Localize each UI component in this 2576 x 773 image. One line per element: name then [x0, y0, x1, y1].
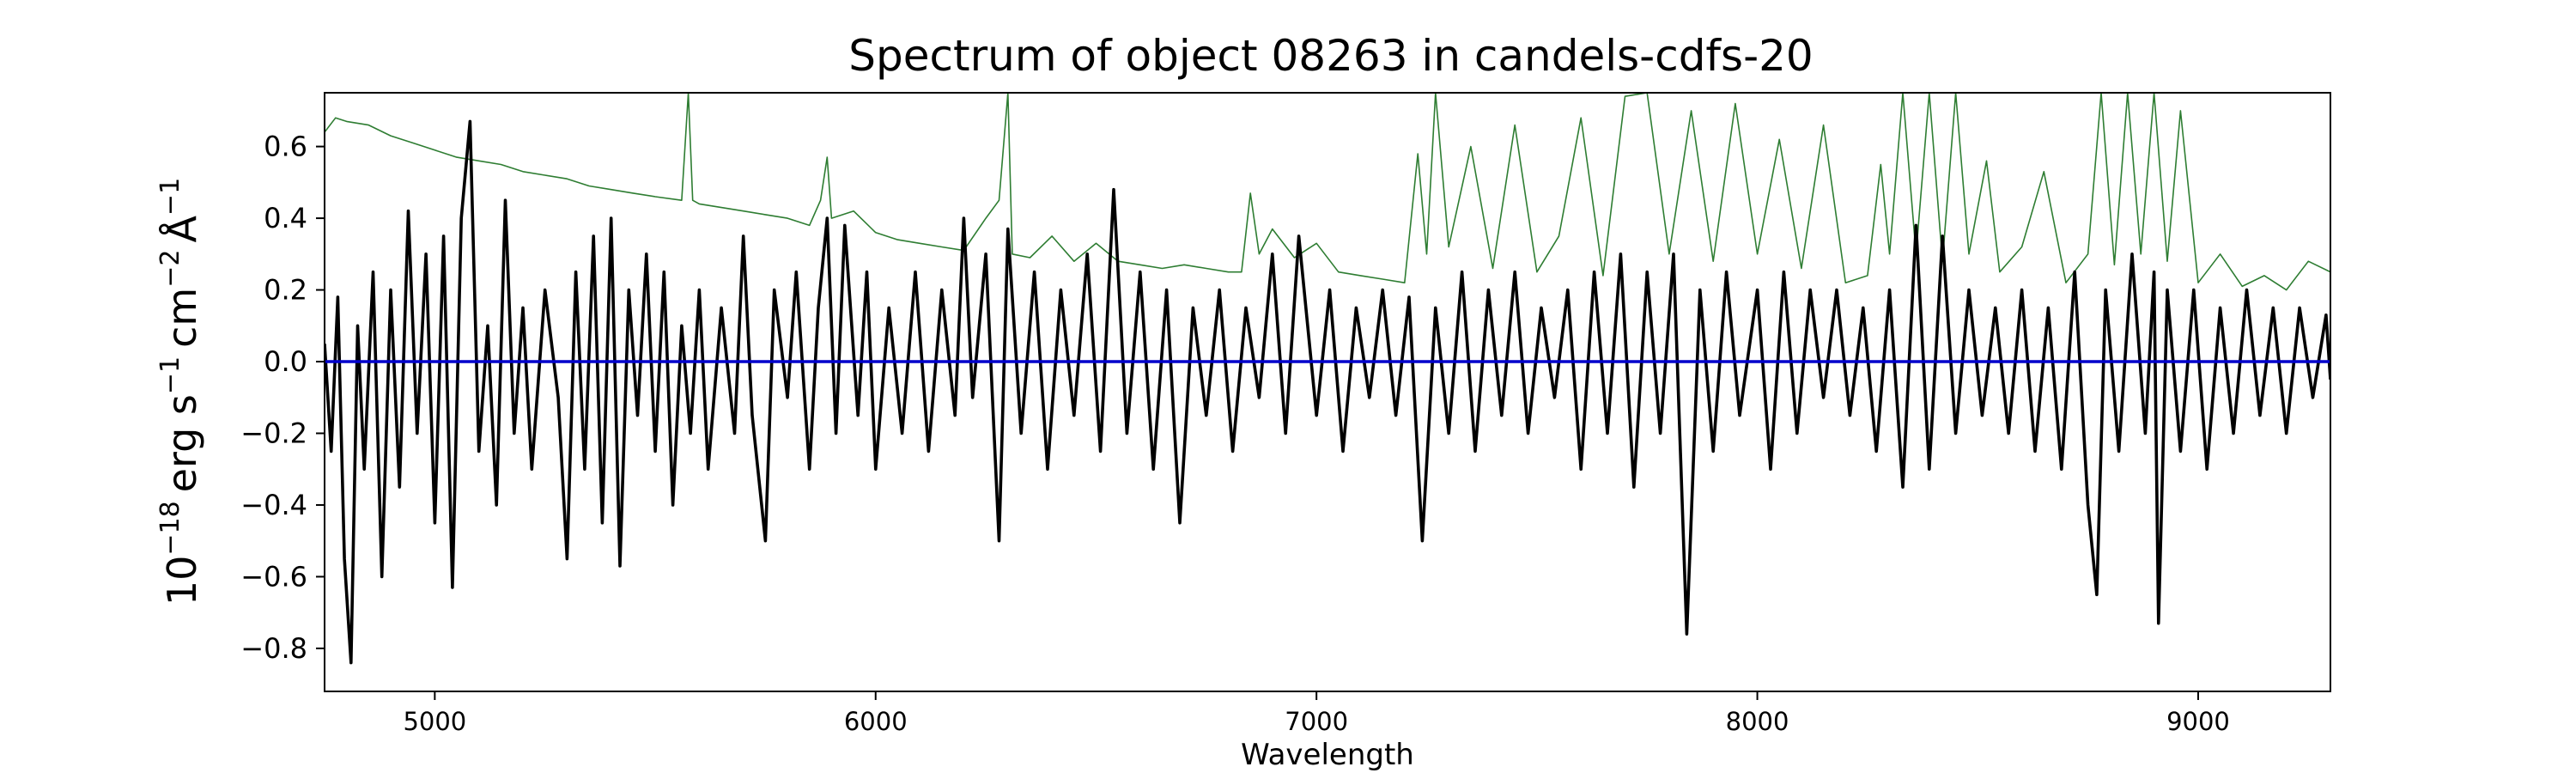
x-tick-label: 5000 — [403, 707, 466, 736]
chart-title: Spectrum of object 08263 in candels-cdfs… — [848, 31, 1814, 81]
x-axis-label: Wavelength — [1241, 738, 1414, 772]
y-tick-label: 0.6 — [264, 131, 307, 163]
y-tick-label: 0.0 — [264, 345, 307, 378]
series-line-2 — [325, 119, 2330, 665]
y-tick-label: −0.4 — [240, 489, 307, 521]
y-axis-label: 10−18erg s−1cm−2Å−1 — [155, 178, 205, 606]
y-tick-label: −0.6 — [240, 560, 307, 593]
x-tick-label: 7000 — [1285, 707, 1348, 736]
y-axis: −0.8 −0.6 −0.4 −0.2 0.0 0.2 0.4 0.6 — [240, 131, 325, 665]
x-axis: 5000 6000 7000 8000 9000 — [403, 691, 2230, 736]
plot-frame — [324, 92, 2331, 692]
series-layer — [325, 93, 2330, 665]
x-tick-label: 8000 — [1726, 707, 1789, 736]
x-tick-label: 6000 — [844, 707, 908, 736]
y-tick-label: 0.2 — [264, 274, 307, 307]
series-line-1 — [325, 93, 2330, 291]
y-tick-label: −0.8 — [240, 632, 307, 665]
x-tick-label: 9000 — [2166, 707, 2230, 736]
y-tick-label: 0.4 — [264, 202, 307, 234]
y-tick-label: −0.2 — [240, 417, 307, 449]
